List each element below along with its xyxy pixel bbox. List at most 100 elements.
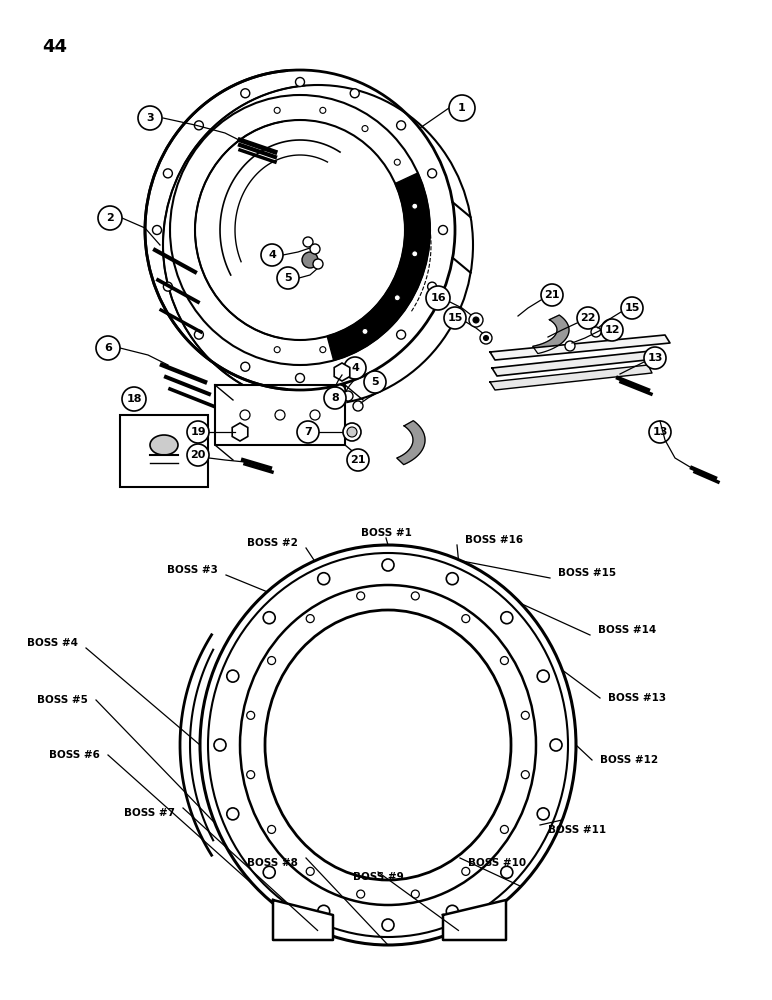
Text: BOSS #8: BOSS #8 <box>247 858 298 868</box>
Text: 6: 6 <box>104 343 112 353</box>
Circle shape <box>335 385 345 395</box>
Circle shape <box>500 825 509 833</box>
Text: 3: 3 <box>146 113 154 123</box>
Circle shape <box>649 421 671 443</box>
Circle shape <box>500 657 509 665</box>
Text: 7: 7 <box>304 427 312 437</box>
Polygon shape <box>397 421 425 465</box>
Text: BOSS #3: BOSS #3 <box>167 565 218 575</box>
Circle shape <box>277 267 299 289</box>
Text: BOSS #4: BOSS #4 <box>27 638 78 648</box>
Text: 4: 4 <box>268 250 276 260</box>
Circle shape <box>550 739 562 751</box>
Circle shape <box>320 107 326 113</box>
Text: 8: 8 <box>331 393 339 403</box>
Bar <box>120 415 208 487</box>
Circle shape <box>274 347 280 353</box>
Polygon shape <box>327 173 430 360</box>
Circle shape <box>227 808 239 820</box>
Circle shape <box>153 226 161 234</box>
Text: 44: 44 <box>42 38 67 56</box>
Circle shape <box>353 401 363 411</box>
Text: BOSS #2: BOSS #2 <box>247 538 298 548</box>
Circle shape <box>469 313 483 327</box>
Circle shape <box>164 169 172 178</box>
Circle shape <box>357 890 364 898</box>
Circle shape <box>227 670 239 682</box>
Text: 21: 21 <box>544 290 560 300</box>
Text: 20: 20 <box>191 450 205 460</box>
Circle shape <box>263 866 275 878</box>
Text: BOSS #6: BOSS #6 <box>49 750 100 760</box>
Circle shape <box>357 592 364 600</box>
Ellipse shape <box>240 585 536 905</box>
Polygon shape <box>334 363 350 381</box>
Circle shape <box>521 711 530 719</box>
Polygon shape <box>215 385 345 445</box>
Text: 16: 16 <box>430 293 445 303</box>
Circle shape <box>428 169 437 178</box>
Polygon shape <box>533 315 569 354</box>
Circle shape <box>122 387 146 411</box>
Circle shape <box>343 423 361 441</box>
Text: 4: 4 <box>351 363 359 373</box>
Circle shape <box>306 867 314 875</box>
Circle shape <box>501 612 513 624</box>
Circle shape <box>621 297 643 319</box>
Text: BOSS #1: BOSS #1 <box>361 528 411 538</box>
Circle shape <box>411 203 418 209</box>
Text: 21: 21 <box>350 455 366 465</box>
Text: BOSS #10: BOSS #10 <box>468 858 527 868</box>
Circle shape <box>591 327 601 337</box>
Circle shape <box>483 336 489 340</box>
Circle shape <box>296 78 304 87</box>
Circle shape <box>438 226 448 234</box>
Text: BOSS #12: BOSS #12 <box>600 755 658 765</box>
Circle shape <box>347 427 357 437</box>
Polygon shape <box>492 350 665 376</box>
Text: 13: 13 <box>652 427 668 437</box>
Text: 5: 5 <box>284 273 292 283</box>
Text: BOSS #9: BOSS #9 <box>353 872 404 882</box>
Circle shape <box>296 373 304 382</box>
Ellipse shape <box>208 553 568 937</box>
Text: 18: 18 <box>127 394 142 404</box>
Circle shape <box>302 252 318 268</box>
Circle shape <box>247 771 255 779</box>
Circle shape <box>362 126 368 132</box>
Circle shape <box>449 95 475 121</box>
Circle shape <box>318 573 330 585</box>
Circle shape <box>601 319 623 341</box>
Circle shape <box>501 866 513 878</box>
Circle shape <box>261 244 283 266</box>
Circle shape <box>541 284 563 306</box>
Circle shape <box>195 121 203 130</box>
Circle shape <box>537 670 549 682</box>
Text: BOSS #13: BOSS #13 <box>608 693 666 703</box>
Circle shape <box>444 307 466 329</box>
Text: BOSS #7: BOSS #7 <box>124 808 175 818</box>
Text: 22: 22 <box>581 313 596 323</box>
Polygon shape <box>490 335 670 360</box>
Ellipse shape <box>200 545 576 945</box>
Circle shape <box>382 559 394 571</box>
Circle shape <box>241 362 250 371</box>
Circle shape <box>462 615 470 623</box>
Circle shape <box>138 106 162 130</box>
Text: 13: 13 <box>647 353 662 363</box>
Circle shape <box>426 286 450 310</box>
Circle shape <box>318 905 330 917</box>
Circle shape <box>310 410 320 420</box>
Text: BOSS #5: BOSS #5 <box>37 695 88 705</box>
Circle shape <box>268 657 276 665</box>
Circle shape <box>411 251 418 257</box>
Polygon shape <box>232 423 248 441</box>
Circle shape <box>394 295 400 301</box>
Circle shape <box>240 410 250 420</box>
Text: BOSS #16: BOSS #16 <box>465 535 523 545</box>
Circle shape <box>382 919 394 931</box>
Circle shape <box>350 362 359 371</box>
Circle shape <box>247 711 255 719</box>
Circle shape <box>462 867 470 875</box>
Circle shape <box>313 259 323 269</box>
